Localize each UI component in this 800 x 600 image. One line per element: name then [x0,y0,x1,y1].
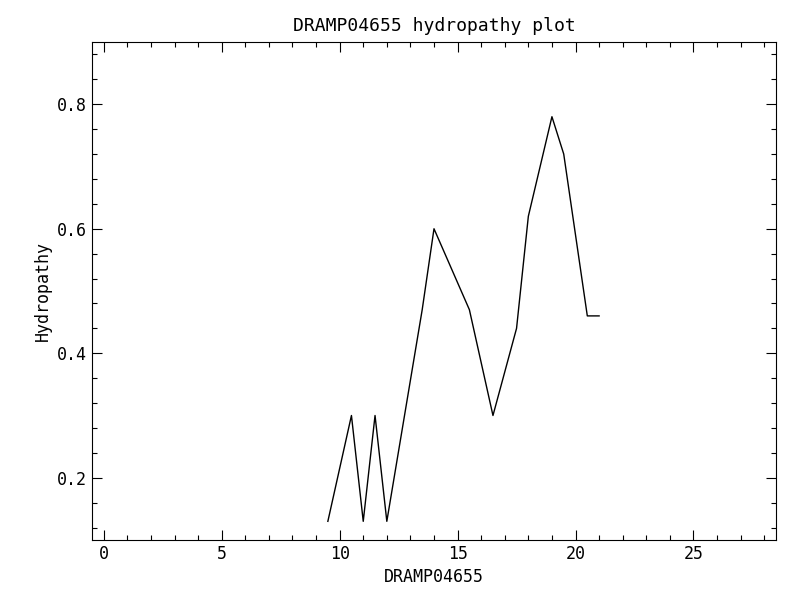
Y-axis label: Hydropathy: Hydropathy [34,241,51,341]
Title: DRAMP04655 hydropathy plot: DRAMP04655 hydropathy plot [293,17,575,35]
X-axis label: DRAMP04655: DRAMP04655 [384,568,484,586]
